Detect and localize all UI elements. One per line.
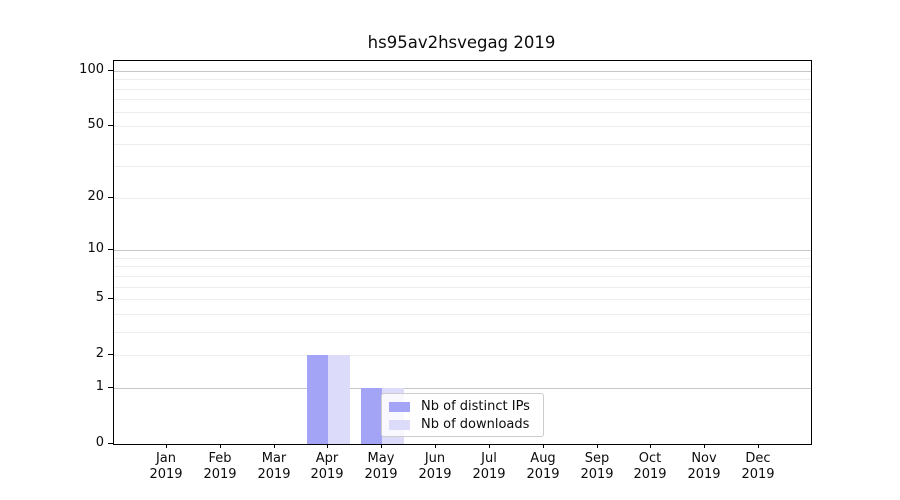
bar-apr-downloads <box>328 355 350 444</box>
x-tick-label-dec: Dec 2019 <box>741 451 775 482</box>
gridline-y-1 <box>114 388 811 389</box>
x-tick-label-jul: Jul 2019 <box>472 451 506 482</box>
x-tick-label-mar: Mar 2019 <box>257 451 291 482</box>
gridline-y-100 <box>114 71 811 72</box>
x-tick-mark-may <box>381 444 382 448</box>
y-tick-label-50: 50 <box>87 117 104 132</box>
x-tick-mark-dec <box>758 444 759 448</box>
gridline-y-90 <box>114 79 811 80</box>
x-tick-mark-jul <box>489 444 490 448</box>
gridline-y-70 <box>114 99 811 100</box>
y-tick-label-0: 0 <box>95 435 104 450</box>
gridline-y-4 <box>114 314 811 315</box>
y-tick-label-2: 2 <box>95 346 104 361</box>
x-tick-mark-oct <box>650 444 651 448</box>
y-tick-mark-1 <box>108 387 113 388</box>
legend-item-downloads: Nb of downloads <box>389 417 535 433</box>
legend-swatch-downloads <box>389 420 410 430</box>
gridline-y-40 <box>114 144 811 145</box>
legend-label-distinct-ips: Nb of distinct IPs <box>421 399 530 414</box>
bar-apr-distinct-ips <box>306 355 329 444</box>
gridline-y-9 <box>114 258 811 259</box>
y-tick-label-1: 1 <box>95 379 104 394</box>
gridline-y-10 <box>114 250 811 251</box>
y-tick-label-5: 5 <box>95 290 104 305</box>
gridline-y-2 <box>114 355 811 356</box>
legend-swatch-distinct-ips <box>389 402 410 412</box>
x-tick-mark-apr <box>327 444 328 448</box>
x-tick-label-feb: Feb 2019 <box>203 451 237 482</box>
x-tick-label-jun: Jun 2019 <box>418 451 452 482</box>
gridline-y-7 <box>114 276 811 277</box>
gridline-y-50 <box>114 126 811 127</box>
y-tick-mark-50 <box>108 125 113 126</box>
legend: Nb of distinct IPs Nb of downloads <box>381 393 544 437</box>
x-tick-mark-jun <box>435 444 436 448</box>
gridline-y-30 <box>114 166 811 167</box>
x-tick-label-oct: Oct 2019 <box>633 451 667 482</box>
gridline-y-80 <box>114 89 811 90</box>
x-tick-mark-aug <box>543 444 544 448</box>
y-tick-mark-2 <box>108 354 113 355</box>
x-tick-label-apr: Apr 2019 <box>310 451 344 482</box>
y-tick-mark-10 <box>108 249 113 250</box>
legend-label-downloads: Nb of downloads <box>421 417 530 432</box>
x-tick-mark-nov <box>704 444 705 448</box>
y-tick-mark-0 <box>108 443 113 444</box>
x-tick-mark-mar <box>274 444 275 448</box>
y-tick-label-100: 100 <box>79 62 104 77</box>
gridline-y-8 <box>114 266 811 267</box>
gridline-y-20 <box>114 198 811 199</box>
gridline-y-3 <box>114 332 811 333</box>
x-tick-label-nov: Nov 2019 <box>687 451 721 482</box>
bar-may-distinct-ips <box>360 388 383 444</box>
x-tick-mark-feb <box>220 444 221 448</box>
x-tick-label-may: May 2019 <box>364 451 398 482</box>
gridline-y-5 <box>114 299 811 300</box>
legend-item-distinct-ips: Nb of distinct IPs <box>389 399 535 415</box>
y-tick-mark-100 <box>108 70 113 71</box>
x-tick-label-jan: Jan 2019 <box>149 451 183 482</box>
gridline-y-60 <box>114 112 811 113</box>
plot-area <box>113 60 812 445</box>
x-tick-label-aug: Aug 2019 <box>526 451 560 482</box>
y-tick-mark-20 <box>108 197 113 198</box>
x-tick-mark-sep <box>597 444 598 448</box>
y-tick-label-20: 20 <box>87 189 104 204</box>
y-tick-label-10: 10 <box>87 241 104 256</box>
gridline-y-6 <box>114 287 811 288</box>
x-tick-label-sep: Sep 2019 <box>580 451 614 482</box>
x-tick-mark-jan <box>166 444 167 448</box>
chart-title: hs95av2hsvegag 2019 <box>367 33 556 52</box>
y-tick-mark-5 <box>108 298 113 299</box>
